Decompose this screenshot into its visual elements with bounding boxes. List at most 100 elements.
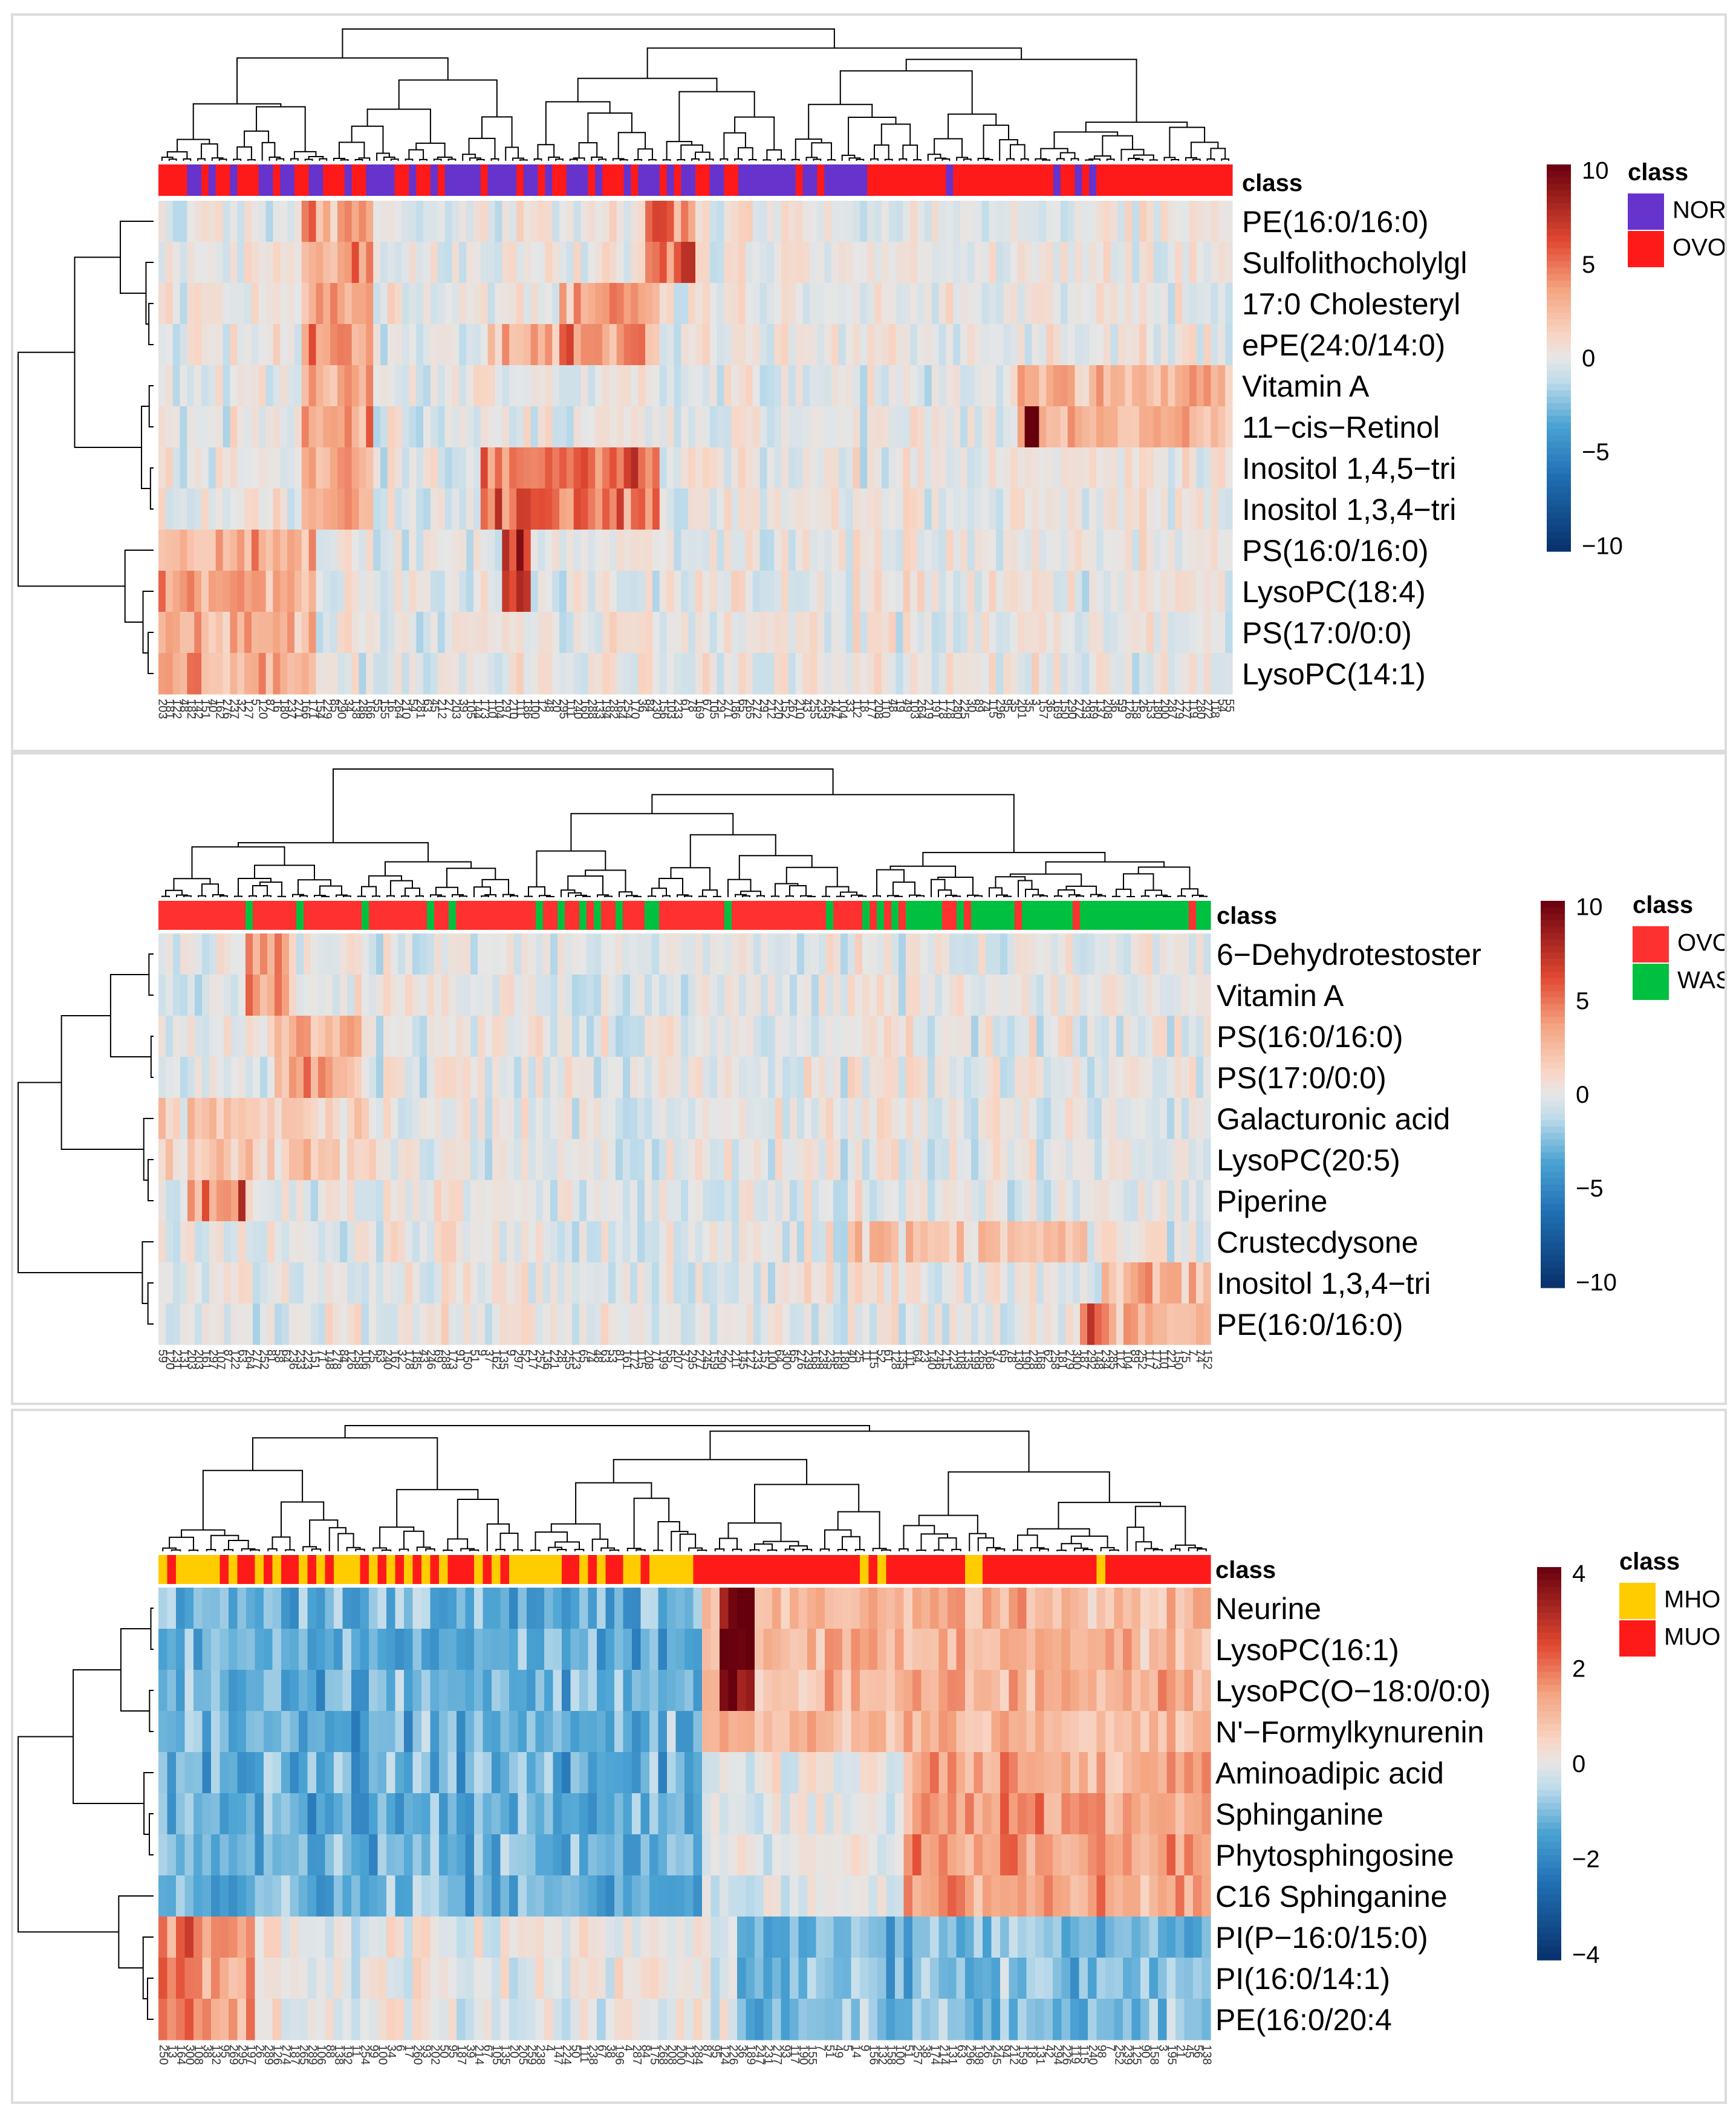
column-label: 286 xyxy=(356,699,369,719)
heatmap-cell xyxy=(273,406,281,448)
heatmap-cell xyxy=(752,488,761,530)
heatmap-cell xyxy=(1196,1180,1204,1222)
heatmap-cell xyxy=(819,975,827,1016)
heatmap-cell xyxy=(167,1629,177,1670)
heatmap-cell xyxy=(652,1180,660,1222)
heatmap-cell xyxy=(383,1262,391,1304)
heatmap-cell xyxy=(967,571,975,612)
heatmap-cell xyxy=(559,488,567,530)
heatmap-cell xyxy=(1182,447,1190,489)
column-dendrogram-branch xyxy=(662,159,671,161)
heatmap-cell xyxy=(499,975,507,1016)
heatmap-cell xyxy=(394,406,403,448)
heatmap-cell xyxy=(308,406,317,448)
heatmap-cell xyxy=(244,365,252,407)
heatmap-cell xyxy=(874,530,882,571)
heatmap-cell xyxy=(594,975,602,1016)
heatmap-cell xyxy=(710,1180,718,1222)
heatmap-cell xyxy=(616,653,625,695)
heatmap-cell xyxy=(452,201,460,242)
heatmap-cell xyxy=(507,1016,515,1057)
colorbar-segment xyxy=(1547,455,1571,462)
colorbar-segment xyxy=(1547,313,1571,320)
heatmap-cell xyxy=(666,1057,674,1099)
heatmap-cell xyxy=(215,447,224,489)
heatmap-cell xyxy=(804,1262,812,1304)
heatmap-cell xyxy=(1053,1711,1062,1753)
heatmap-cell xyxy=(870,1016,877,1057)
heatmap-cell xyxy=(666,1221,674,1263)
heatmap-cell xyxy=(394,283,403,325)
heatmap-cell xyxy=(536,1016,544,1057)
heatmap-cell xyxy=(659,1098,667,1140)
heatmap-cell xyxy=(953,283,961,325)
heatmap-cell xyxy=(280,488,288,530)
class-cell xyxy=(470,901,478,930)
heatmap-cell xyxy=(1007,1303,1015,1345)
heatmap-cell xyxy=(842,1588,852,1629)
heatmap-cell xyxy=(527,1629,536,1670)
heatmap-cell xyxy=(1140,1670,1150,1712)
column-dendrogram-branch xyxy=(1035,158,1047,161)
heatmap-cell xyxy=(219,1711,229,1753)
heatmap-cell xyxy=(810,612,818,654)
heatmap-cell xyxy=(509,1588,519,1629)
heatmap-cell xyxy=(761,1139,769,1181)
column-label: 48 xyxy=(886,699,899,712)
heatmap-cell xyxy=(172,242,181,284)
heatmap-cell xyxy=(996,283,1004,325)
heatmap-cell xyxy=(325,1180,333,1222)
heatmap-cell xyxy=(1189,324,1197,366)
heatmap-cell xyxy=(755,1711,764,1753)
heatmap-cell xyxy=(173,975,181,1016)
column-label: 18 xyxy=(857,699,871,712)
column-dendrogram-branch xyxy=(1123,873,1154,891)
heatmap-cell xyxy=(688,1303,696,1345)
heatmap-cell xyxy=(523,488,532,530)
class-cell xyxy=(255,1555,264,1584)
heatmap-cell xyxy=(810,488,818,530)
heatmap-cell xyxy=(623,1752,632,1794)
heatmap-cell xyxy=(1116,1303,1124,1345)
heatmap-cell xyxy=(938,653,946,695)
heatmap-cell xyxy=(201,283,209,325)
class-cell xyxy=(702,164,710,196)
heatmap-cell xyxy=(201,324,209,366)
heatmap-cell xyxy=(645,365,653,407)
heatmap-cell xyxy=(767,653,775,695)
class-cell xyxy=(193,1555,203,1584)
heatmap-cell xyxy=(658,1711,668,1753)
heatmap-cell xyxy=(623,1262,631,1304)
heatmap-cell xyxy=(265,242,274,284)
heatmap-cell xyxy=(1102,1180,1110,1222)
heatmap-cell xyxy=(1060,201,1068,242)
heatmap-cell xyxy=(666,1139,674,1181)
heatmap-cell xyxy=(637,1262,645,1304)
heatmap-cell xyxy=(1201,1629,1211,1670)
heatmap-cell xyxy=(957,1180,964,1222)
heatmap-cell xyxy=(1015,1139,1022,1181)
heatmap-cell xyxy=(307,1752,317,1794)
heatmap-cell xyxy=(158,406,166,448)
heatmap-cell xyxy=(1175,1588,1185,1629)
heatmap-cell xyxy=(638,488,646,530)
heatmap-cell xyxy=(223,365,230,407)
heatmap-cell xyxy=(709,488,718,530)
heatmap-cell xyxy=(1017,447,1026,489)
heatmap-cell xyxy=(518,1752,527,1794)
heatmap-cell xyxy=(311,933,319,975)
heatmap-cell xyxy=(826,1057,834,1099)
heatmap-cell xyxy=(260,1221,268,1263)
heatmap-cell xyxy=(1053,1670,1062,1712)
heatmap-cell xyxy=(1060,447,1068,489)
heatmap-cell xyxy=(459,406,467,448)
heatmap-cell xyxy=(1189,447,1197,489)
heatmap-cell xyxy=(605,1629,615,1670)
heatmap-cell xyxy=(710,1262,718,1304)
heatmap-cell xyxy=(347,1016,355,1057)
heatmap-cell xyxy=(538,365,545,407)
class-cell xyxy=(971,901,979,930)
heatmap-cell xyxy=(500,1670,510,1712)
heatmap-cell xyxy=(495,447,502,489)
heatmap-cell xyxy=(739,1180,747,1222)
